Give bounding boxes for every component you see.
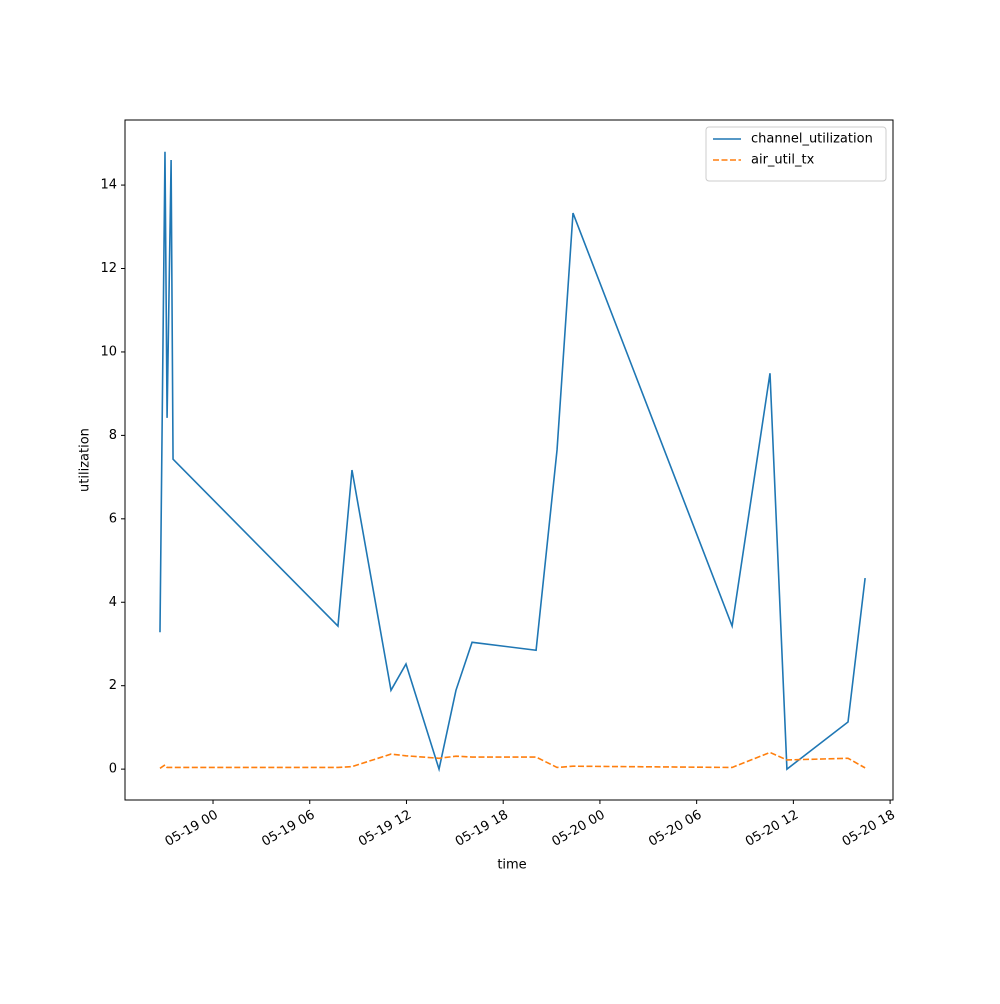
y-tick-label: 0 — [109, 762, 117, 777]
y-tick-label: 12 — [100, 261, 117, 276]
x-tick-label: 05-19 00 — [163, 808, 221, 850]
y-tick-label: 2 — [109, 678, 117, 693]
y-axis-label: utilization — [78, 428, 93, 492]
x-tick-label: 05-20 12 — [743, 808, 801, 850]
x-tick-label: 05-20 00 — [550, 808, 608, 850]
x-tick-label: 05-19 18 — [453, 808, 511, 850]
legend-label: channel_utilization — [751, 132, 873, 147]
y-tick-label: 4 — [109, 595, 117, 610]
legend-box — [705, 126, 887, 182]
y-tick-label: 14 — [100, 178, 117, 193]
x-tick-label: 05-19 06 — [259, 808, 317, 850]
x-tick-label: 05-20 18 — [840, 808, 898, 850]
line-series — [159, 751, 866, 769]
y-tick-label: 6 — [109, 511, 117, 526]
y-tick-label: 10 — [100, 344, 117, 359]
y-tick-label: 8 — [109, 428, 117, 443]
x-tick-label: 05-20 06 — [646, 808, 704, 850]
x-axis-label: time — [497, 858, 526, 873]
legend-label: air_util_tx — [751, 153, 815, 168]
line-series — [159, 151, 866, 773]
x-tick-label: 05-19 12 — [356, 808, 414, 850]
plot-frame — [124, 119, 894, 801]
